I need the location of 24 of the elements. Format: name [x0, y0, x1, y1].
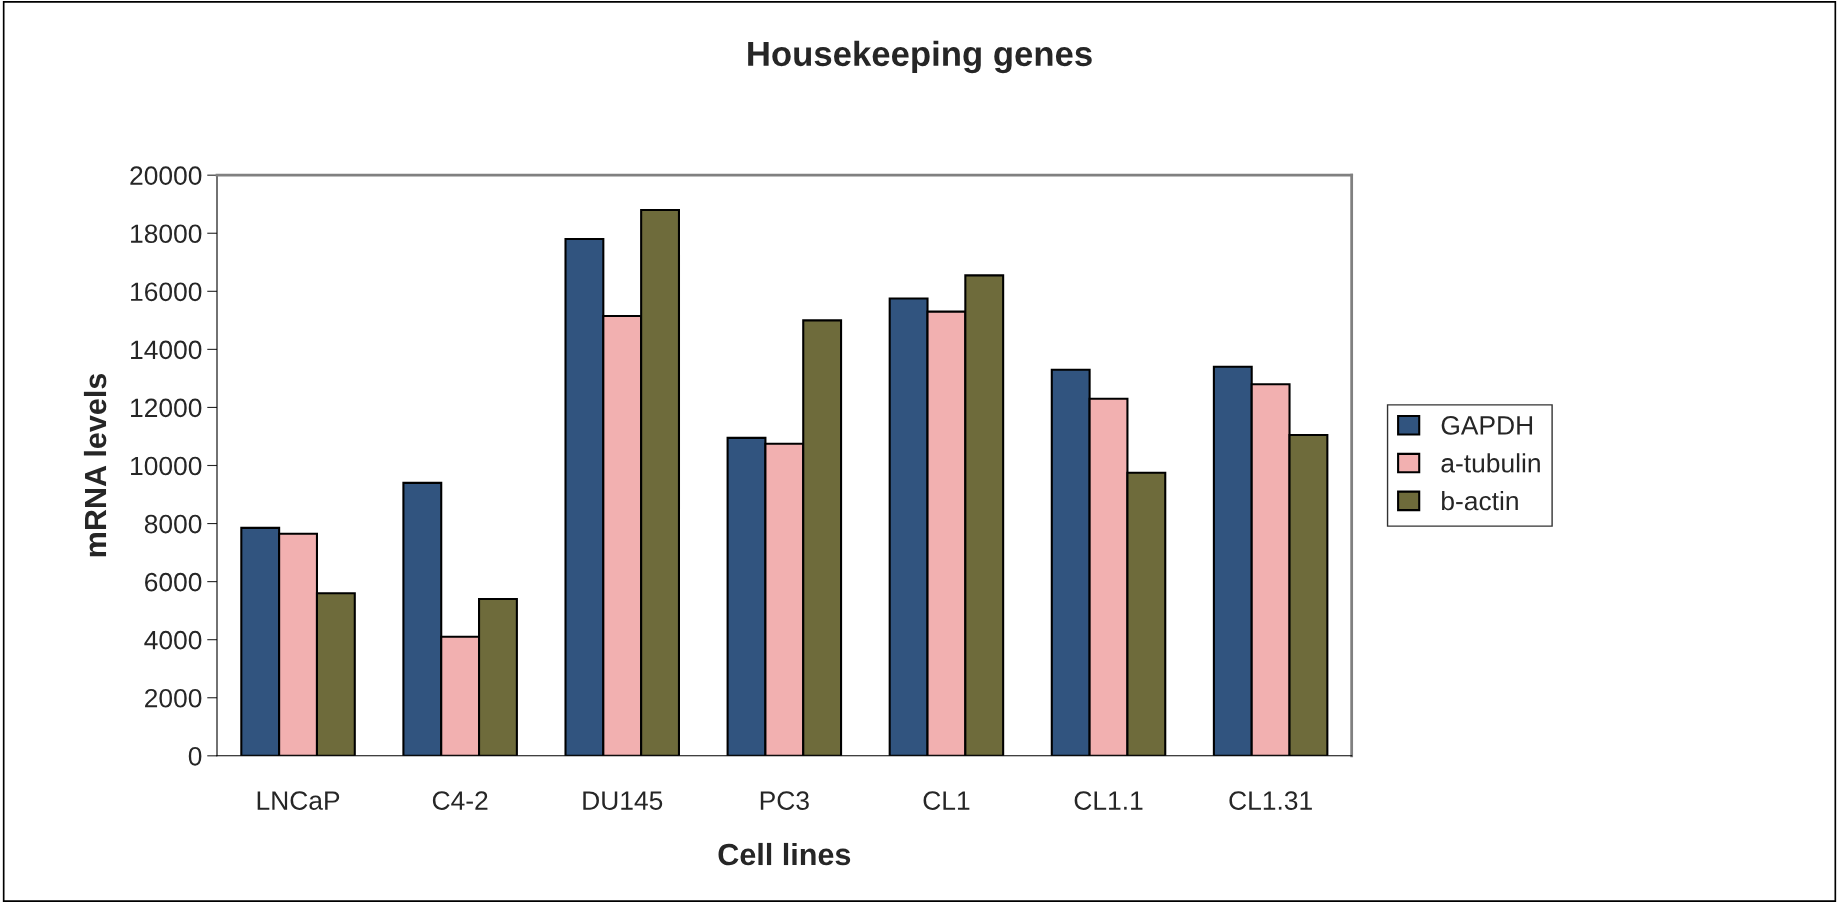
- x-tick-label: LNCaP: [257, 791, 340, 810]
- y-axis-title: mRNA levels: [83, 373, 107, 557]
- x-tick-label: DU145: [583, 791, 663, 810]
- y-tick-label: 16000: [131, 282, 202, 302]
- y-tick-label: 14000: [131, 340, 202, 360]
- y-tick-label: 6000: [145, 572, 202, 592]
- y-tick-label: 20000: [130, 166, 202, 185]
- y-tick-label: 0: [188, 746, 202, 766]
- x-tick-label: CL1.31: [1229, 791, 1312, 810]
- legend-label: b-actin: [1442, 490, 1518, 511]
- x-tick-label: CL1: [923, 791, 970, 810]
- legend-label: GAPDH: [1441, 416, 1533, 435]
- x-tick-label: C4-2: [432, 791, 488, 810]
- x-axis-title: Cell lines: [718, 842, 851, 866]
- legend-label: a-tubulin: [1441, 453, 1540, 473]
- chart-title: Housekeeping genes: [748, 40, 1092, 74]
- y-tick-label: 12000: [131, 398, 202, 418]
- y-tick-label: 2000: [145, 688, 202, 708]
- y-tick-label: 4000: [144, 630, 202, 650]
- x-tick-label: CL1.1: [1074, 791, 1143, 810]
- y-tick-label: 8000: [144, 514, 202, 534]
- y-tick-label: 10000: [131, 456, 202, 476]
- x-tick-label: PC3: [760, 791, 809, 810]
- y-tick-label: 18000: [131, 224, 202, 244]
